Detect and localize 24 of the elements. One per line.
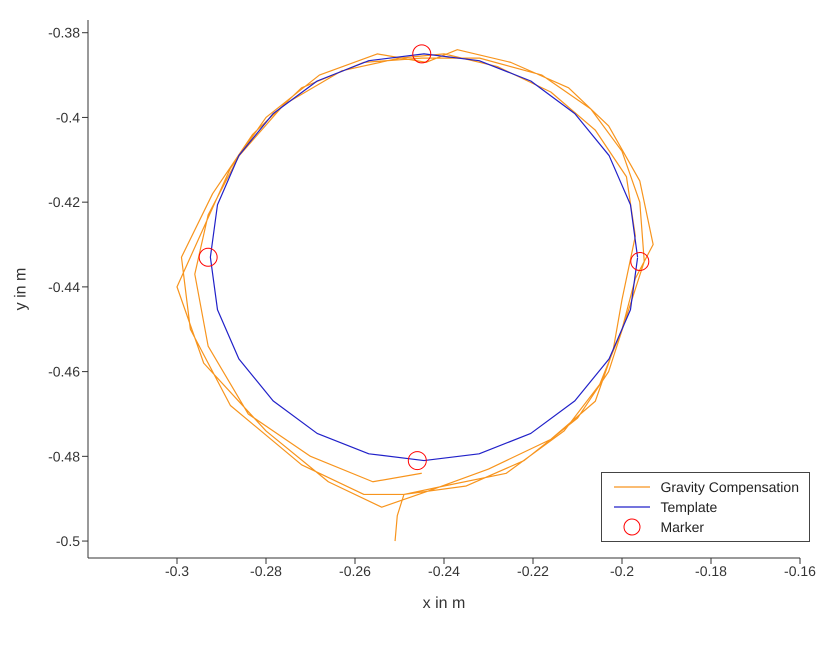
- x-tick-label: -0.22: [517, 562, 550, 579]
- x-tick-label: -0.28: [250, 562, 282, 579]
- legend-label: Gravity Compensation: [660, 479, 799, 495]
- x-tick-label: -0.26: [339, 562, 372, 579]
- x-tick-label: -0.2: [610, 562, 634, 579]
- x-axis-title: x in m: [422, 595, 466, 612]
- point: [630, 252, 650, 271]
- y-tick-label: -0.48: [48, 448, 80, 464]
- y-tick-label: -0.44: [48, 278, 80, 295]
- x-tick-label: -0.18: [695, 562, 728, 579]
- y-tick-label: -0.5: [56, 533, 80, 550]
- point: [408, 451, 427, 470]
- y-tick-label: -0.42: [48, 194, 80, 210]
- y-tick-label: -0.46: [48, 364, 80, 380]
- y-axis-title: y in m: [12, 268, 30, 310]
- y-tick-label: -0.38: [48, 24, 80, 41]
- x-tick-label: -0.16: [784, 562, 816, 579]
- y-tick-label: -0.4: [56, 109, 80, 126]
- point: [412, 44, 432, 64]
- legend-label: Template: [660, 499, 718, 515]
- x-tick-label: -0.3: [164, 562, 190, 579]
- legend-label: Marker: [660, 519, 704, 535]
- point: [198, 248, 218, 267]
- x-tick-label: -0.24: [428, 562, 460, 579]
